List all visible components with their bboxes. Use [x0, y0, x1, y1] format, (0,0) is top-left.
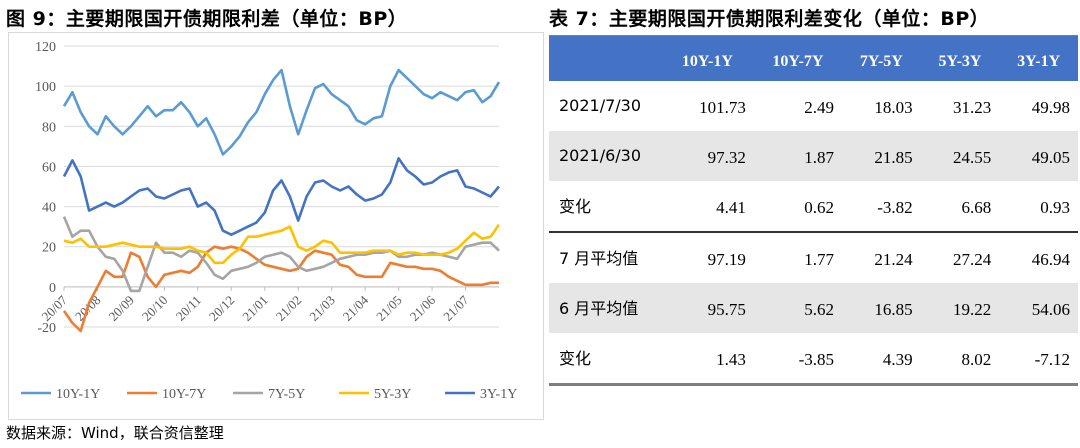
table-cell: 1.87: [804, 148, 834, 167]
table-cell: 21.24: [841, 230, 921, 283]
x-tick-label: 21/06: [407, 292, 439, 324]
table-cell: 27.24: [920, 230, 1000, 283]
y-tick-label: -20: [37, 321, 56, 336]
table-cell: 5.62: [804, 300, 834, 319]
series-line-10y-7y: [62, 245, 499, 333]
legend-label: 7Y-5Y: [268, 387, 305, 402]
row-label: 变化: [559, 197, 592, 216]
row-label: 变化: [549, 332, 661, 386]
table-row: 7 月平均值 97.19 1.77 21.24 27.24 46.94: [549, 230, 1078, 283]
table-cell: 0.62: [804, 198, 834, 217]
table-cell: 19.22: [953, 300, 992, 319]
table-cell: 16.85: [874, 300, 913, 319]
table-cell: 21.85: [874, 148, 913, 167]
spread-table: 10Y-1Y 10Y-7Y 7Y-5Y 5Y-3Y 3Y-1Y 2021/7/3…: [549, 35, 1078, 386]
y-tick-label: 60: [42, 160, 56, 175]
header-cell: [549, 36, 661, 81]
legend-label: 10Y-7Y: [162, 387, 206, 402]
x-tick-label: 20/07: [39, 292, 71, 324]
series-line-5y-3y: [63, 223, 501, 265]
table-row: 6 月平均值 95.75 5.62 16.85 19.22 54.06: [549, 282, 1078, 333]
header-cell: 10Y-7Y: [772, 52, 824, 70]
x-tick-label: 21/04: [340, 292, 372, 324]
table-cell: 24.55: [953, 148, 992, 167]
x-tick-label: 20/12: [206, 292, 238, 324]
row-label: 7 月平均值: [549, 230, 661, 283]
table-cell: 1.77: [753, 230, 842, 283]
row-label: 2021/7/30: [559, 95, 642, 115]
header-cell: 5Y-3Y: [938, 52, 982, 70]
table-cell: -3.82: [877, 198, 913, 217]
x-tick-label: 21/02: [273, 292, 305, 324]
table-cell: 97.32: [707, 148, 746, 167]
x-tick-label: 20/10: [139, 292, 171, 324]
chart-frame: -20 0 20 40 60 80 100 120 20/07 20/08 20/09 20/10 20…: [8, 32, 544, 420]
table-cell: 6.68: [961, 198, 992, 217]
table-cell: 8.02: [920, 332, 1000, 386]
table-cell: -7.12: [999, 332, 1078, 386]
table-cell: 31.23: [953, 98, 992, 117]
x-tick-label: 21/01: [239, 292, 271, 324]
table-cell: -3.85: [753, 332, 842, 386]
table-header-row: 10Y-1Y 10Y-7Y 7Y-5Y 5Y-3Y 3Y-1Y: [549, 35, 1078, 81]
table-cell: 97.19: [661, 230, 754, 283]
x-tick-label: 20/09: [105, 292, 137, 324]
table-cell: 49.98: [1031, 98, 1070, 117]
table-cell: 1.43: [661, 332, 754, 386]
legend-label: 3Y-1Y: [480, 387, 517, 402]
source-note: 数据来源：Wind，联合资信整理: [6, 424, 224, 442]
legend-label: 5Y-3Y: [374, 387, 411, 402]
x-tick-label: 21/03: [306, 292, 338, 324]
table-row: 变化 4.41 0.62 -3.82 6.68 0.93: [549, 181, 1078, 232]
y-tick-label: 100: [35, 80, 56, 95]
series-line-3y-1y: [62, 157, 500, 236]
y-tick-label: 20: [42, 241, 56, 256]
header-cell: 3Y-1Y: [1017, 52, 1061, 70]
table-title: 表 7：主要期限国开债期限利差变化（单位：BP）: [549, 8, 990, 30]
table-cell: 46.94: [999, 230, 1078, 283]
table-cell: 18.03: [874, 98, 913, 117]
row-label: 2021/6/30: [559, 145, 642, 165]
chart-title: 图 9：主要期限国开债期限利差（单位：BP）: [6, 8, 408, 30]
x-tick-label: 21/05: [373, 292, 405, 324]
header-cell: 10Y-1Y: [681, 52, 733, 70]
table-cell: 0.93: [1040, 198, 1070, 217]
x-tick-label: 21/07: [440, 292, 472, 324]
table-cell: 2.49: [804, 98, 834, 117]
y-tick-label: 80: [42, 120, 56, 135]
table-cell: 4.41: [716, 198, 746, 217]
x-tick-label: 20/11: [173, 292, 204, 323]
table-cell: 54.06: [1031, 300, 1070, 319]
series-line-10y-1y: [62, 68, 501, 156]
table-row: 2021/7/30 101.73 2.49 18.03 31.23 49.98: [549, 81, 1078, 131]
table-cell: 4.39: [841, 332, 921, 386]
table-cell: 95.75: [707, 300, 746, 319]
legend-label: 10Y-1Y: [56, 387, 100, 402]
header-cell: 7Y-5Y: [859, 52, 903, 70]
table-row: 变化 1.43 -3.85 4.39 8.02 -7.12: [549, 332, 1078, 386]
y-tick-label: 40: [42, 201, 56, 216]
y-tick-label: 120: [35, 40, 56, 55]
y-tick-label: 0: [49, 281, 56, 296]
table-cell: 101.73: [699, 98, 746, 117]
row-label: 6 月平均值: [559, 299, 639, 318]
table-cell: 49.05: [1031, 148, 1070, 167]
table-row: 2021/6/30 97.32 1.87 21.85 24.55 49.05: [549, 130, 1078, 181]
